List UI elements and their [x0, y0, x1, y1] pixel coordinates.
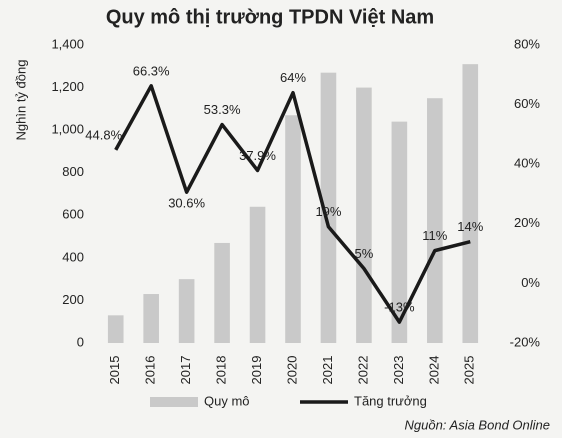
- x-tick-label: 2019: [249, 356, 264, 385]
- x-tick-label: 2021: [320, 356, 335, 385]
- chart-title: Quy mô thị trường TPDN Việt Nam: [106, 6, 434, 28]
- bar: [427, 98, 443, 343]
- bar: [214, 242, 230, 343]
- y2-tick-label: 0%: [521, 275, 540, 290]
- y2-tick-label: -20%: [510, 334, 541, 349]
- y2-tick-label: 60%: [514, 96, 540, 111]
- source: Nguồn: Asia Bond Online: [404, 417, 550, 432]
- data-label: 14%: [457, 219, 483, 234]
- legend-label: Tăng trưởng: [354, 393, 427, 408]
- y2-tick-label: 40%: [514, 156, 540, 171]
- data-label: 19%: [315, 204, 341, 219]
- x-tick-label: 2017: [178, 356, 193, 385]
- bar: [462, 64, 479, 344]
- bar: [107, 315, 124, 343]
- y-tick-label: 400: [62, 249, 84, 264]
- y-tick-label: 0: [77, 334, 84, 349]
- data-label: 37.9%: [239, 148, 276, 163]
- y-tick-label: 800: [62, 164, 84, 179]
- data-label: 5%: [355, 246, 374, 261]
- bar: [285, 115, 301, 343]
- legend-label: Quy mô: [204, 393, 250, 408]
- y-tick-label: 1,000: [51, 122, 84, 137]
- x-tick-label: 2018: [214, 356, 229, 385]
- data-label: 11%: [422, 228, 447, 243]
- x-tick-label: 2024: [426, 356, 441, 385]
- x-tick-label: 2025: [462, 356, 477, 385]
- x-tick-label: 2020: [284, 356, 299, 385]
- bar: [143, 294, 159, 343]
- y2-tick-label: 80%: [514, 36, 540, 51]
- bar: [391, 121, 408, 343]
- data-label: 44.8%: [85, 127, 122, 142]
- x-tick-label: 2016: [143, 356, 158, 385]
- x-tick-label: 2015: [107, 356, 122, 385]
- data-label: 64%: [280, 70, 306, 85]
- y-tick-label: 1,400: [51, 36, 84, 51]
- data-label: 66.3%: [133, 63, 170, 78]
- x-tick-label: 2022: [355, 356, 370, 385]
- bar: [356, 87, 372, 343]
- legend-swatch: [150, 397, 198, 407]
- data-label: 53.3%: [204, 102, 241, 117]
- y-tick-label: 600: [62, 207, 84, 222]
- y-axis-label: Nghìn tỷ đồng: [13, 60, 28, 141]
- y2-tick-label: 20%: [514, 215, 540, 230]
- bar: [249, 206, 266, 343]
- bar: [178, 279, 195, 343]
- bar: [320, 72, 337, 344]
- x-tick-label: 2023: [391, 356, 406, 385]
- line: [114, 84, 471, 324]
- data-label: -13%: [384, 300, 415, 315]
- y-tick-label: 1,200: [51, 79, 84, 94]
- data-label: 30.6%: [168, 196, 205, 211]
- y-tick-label: 200: [62, 292, 84, 307]
